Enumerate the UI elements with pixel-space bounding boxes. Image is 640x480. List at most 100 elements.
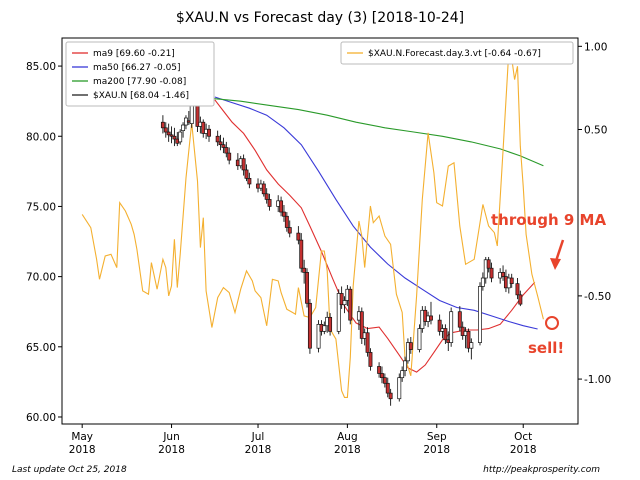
x-axis-month-label: Oct — [514, 431, 532, 443]
candle — [397, 373, 402, 402]
left-axis-tick-label: 75.00 — [26, 201, 56, 213]
candle-body — [307, 302, 312, 349]
candle-body — [388, 392, 393, 400]
candle-body — [449, 311, 454, 343]
candle — [163, 122, 168, 138]
x-axis-year-label: 2018 — [69, 444, 96, 456]
candle-body — [457, 311, 462, 328]
candle — [336, 289, 341, 335]
candle-body — [403, 360, 407, 372]
candle — [348, 286, 353, 325]
x-axis-year-label: 2018 — [423, 444, 450, 456]
annotation-sell-circle — [545, 316, 559, 330]
candle-body — [241, 158, 246, 171]
candle-body — [181, 124, 186, 131]
candle — [417, 324, 422, 353]
candle — [449, 307, 454, 347]
candle — [380, 366, 384, 384]
candle-body — [264, 193, 269, 200]
candle-body — [501, 272, 506, 277]
candle-body — [408, 342, 413, 350]
legend-entry: ma200 [77.90 -0.08] — [72, 77, 186, 87]
legend-right: $XAU.N.Forecast.day.3.vt [-0.64 -0.67] — [340, 41, 574, 65]
annotation-through-9-ma: through 9 MA — [491, 211, 606, 229]
right-axis-tick-label: 0.50 — [584, 125, 607, 137]
candle — [264, 188, 269, 204]
candle — [403, 356, 407, 377]
candle-body — [368, 352, 373, 367]
last-update-text: Last update Oct 25, 2018 — [12, 465, 127, 475]
candle-body — [178, 131, 183, 143]
candle — [227, 147, 232, 165]
candle — [385, 377, 390, 398]
candle-body — [417, 328, 422, 350]
legend-box — [65, 41, 215, 107]
candle-body — [247, 178, 252, 185]
candle — [215, 130, 220, 147]
candle — [302, 259, 307, 284]
plot-frame — [61, 37, 579, 425]
legend-label: $XAU.N [68.04 -1.46] — [93, 91, 189, 101]
candle-body — [261, 183, 266, 195]
candle-body — [299, 239, 304, 269]
chart-title: $XAU.N vs Forecast day (3) [2018-10-24] — [176, 10, 464, 26]
candle-body — [365, 332, 370, 353]
candle-body — [443, 328, 448, 341]
legend-entry: ma50 [66.27 -0.05] — [72, 63, 181, 73]
candle — [267, 193, 272, 211]
candle-body — [244, 169, 249, 179]
candle — [368, 348, 373, 371]
candle-body — [469, 342, 474, 349]
candle — [296, 226, 301, 245]
candle — [339, 286, 344, 309]
candle-body — [480, 277, 485, 287]
source-url-text: http://peakprosperity.com — [483, 465, 600, 475]
series-line--xau-n-forecast-day-3-vt — [81, 51, 544, 398]
x-axis-year-label: 2018 — [510, 444, 537, 456]
candle-body — [380, 373, 384, 379]
candle — [489, 262, 494, 283]
candle-body — [302, 267, 307, 273]
candle — [307, 299, 312, 354]
candle — [437, 314, 442, 336]
candle-body — [397, 377, 402, 400]
candle — [322, 321, 327, 335]
candle-body — [287, 227, 292, 234]
legend-label: ma9 [69.60 -0.21] — [93, 49, 175, 59]
x-axis-month-label: Jun — [162, 431, 179, 443]
right-axis-tick-label: -0.50 — [584, 291, 611, 303]
legend-label: $XAU.N.Forecast.day.3.vt [-0.64 -0.67] — [368, 49, 541, 59]
candle-body — [348, 288, 353, 321]
x-axis-month-label: Aug — [337, 431, 358, 443]
candle-body — [483, 259, 488, 279]
candle-body — [509, 277, 514, 284]
candle-body — [282, 211, 286, 217]
candle — [328, 313, 333, 336]
candle — [299, 233, 304, 273]
candle — [218, 134, 223, 151]
candle — [316, 320, 321, 353]
candle — [282, 205, 286, 222]
candle — [247, 172, 252, 189]
annotation-sell: sell! — [528, 339, 564, 357]
x-axis-month-label: May — [71, 431, 93, 443]
candle-body — [429, 315, 433, 321]
candle — [483, 256, 488, 284]
candle-body — [316, 323, 321, 349]
candle-body — [224, 147, 229, 154]
candle-body — [342, 300, 347, 306]
candle — [244, 164, 249, 182]
candle-body — [284, 215, 289, 228]
candle — [181, 122, 186, 138]
candle — [469, 338, 474, 360]
candle-body — [400, 370, 405, 379]
candle — [509, 273, 514, 288]
candle-body — [437, 319, 442, 332]
candle — [284, 212, 289, 232]
candle-body — [267, 199, 272, 207]
candle — [172, 127, 177, 147]
candle — [279, 196, 284, 217]
candle-body — [169, 134, 174, 137]
candle-body — [336, 293, 341, 332]
